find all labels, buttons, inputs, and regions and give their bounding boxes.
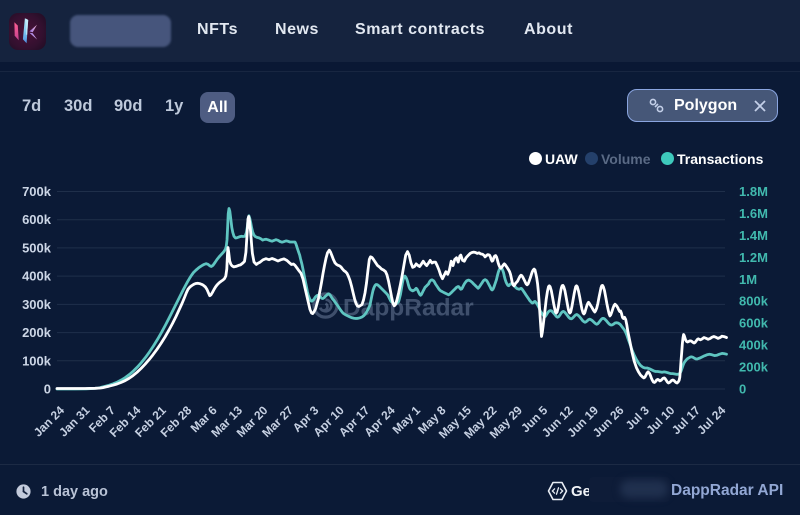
- svg-text:800k: 800k: [739, 294, 769, 309]
- svg-text:200k: 200k: [22, 325, 52, 340]
- svg-text:300k: 300k: [22, 297, 52, 312]
- svg-text:1.6M: 1.6M: [739, 206, 768, 221]
- svg-text:500k: 500k: [22, 240, 52, 255]
- svg-text:400k: 400k: [739, 338, 769, 353]
- svg-text:100k: 100k: [22, 353, 52, 368]
- svg-text:Jul 24: Jul 24: [694, 403, 728, 437]
- svg-text:700k: 700k: [22, 184, 52, 199]
- svg-text:1.4M: 1.4M: [739, 228, 768, 243]
- svg-text:0: 0: [44, 382, 51, 397]
- svg-text:1M: 1M: [739, 272, 757, 287]
- svg-text:400k: 400k: [22, 269, 52, 284]
- svg-text:May 1: May 1: [390, 403, 424, 437]
- svg-text:600k: 600k: [739, 316, 769, 331]
- svg-text:0: 0: [739, 382, 746, 397]
- svg-text:1.8M: 1.8M: [739, 184, 768, 199]
- svg-text:600k: 600k: [22, 212, 52, 227]
- svg-text:1.2M: 1.2M: [739, 250, 768, 265]
- svg-text:200k: 200k: [739, 360, 769, 375]
